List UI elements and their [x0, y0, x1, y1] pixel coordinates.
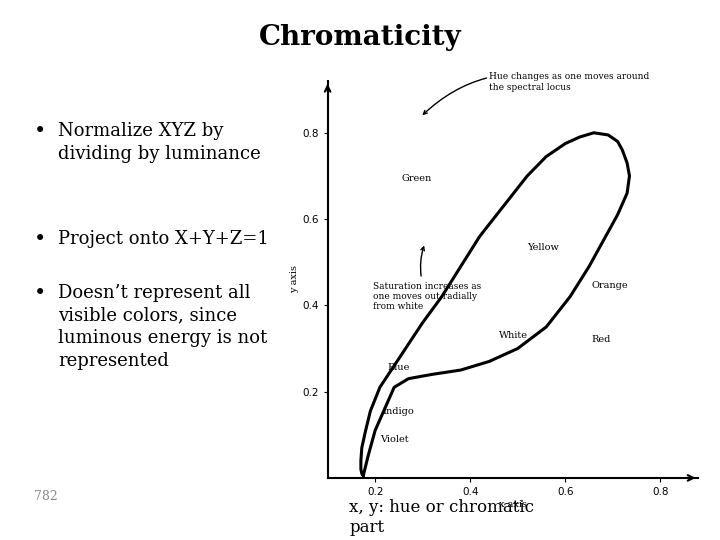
Text: Violet: Violet — [380, 435, 408, 443]
Text: Normalize XYZ by
dividing by luminance: Normalize XYZ by dividing by luminance — [58, 122, 261, 163]
Text: Saturation increases as
one moves out radially
from white: Saturation increases as one moves out ra… — [373, 247, 481, 312]
Text: Project onto X+Y+Z=1: Project onto X+Y+Z=1 — [58, 230, 269, 248]
Text: 782: 782 — [34, 490, 58, 503]
Text: Orange: Orange — [591, 281, 628, 291]
Text: Green: Green — [401, 173, 431, 183]
Text: Indigo: Indigo — [382, 407, 414, 416]
Text: x, y: hue or chromatic
part: x, y: hue or chromatic part — [349, 500, 534, 536]
Text: Yellow: Yellow — [527, 242, 559, 252]
Text: •: • — [34, 122, 46, 141]
Text: •: • — [34, 284, 46, 302]
Text: Chromaticity: Chromaticity — [258, 24, 462, 51]
Text: Hue changes as one moves around
the spectral locus: Hue changes as one moves around the spec… — [423, 72, 649, 114]
Y-axis label: y axis: y axis — [290, 266, 300, 293]
Text: Blue: Blue — [387, 363, 410, 373]
Text: Red: Red — [591, 335, 611, 345]
Text: Doesn’t represent all
visible colors, since
luminous energy is not
represented: Doesn’t represent all visible colors, si… — [58, 284, 267, 370]
Text: •: • — [34, 230, 46, 249]
X-axis label: x axis: x axis — [499, 500, 527, 509]
Text: White: White — [499, 331, 528, 340]
